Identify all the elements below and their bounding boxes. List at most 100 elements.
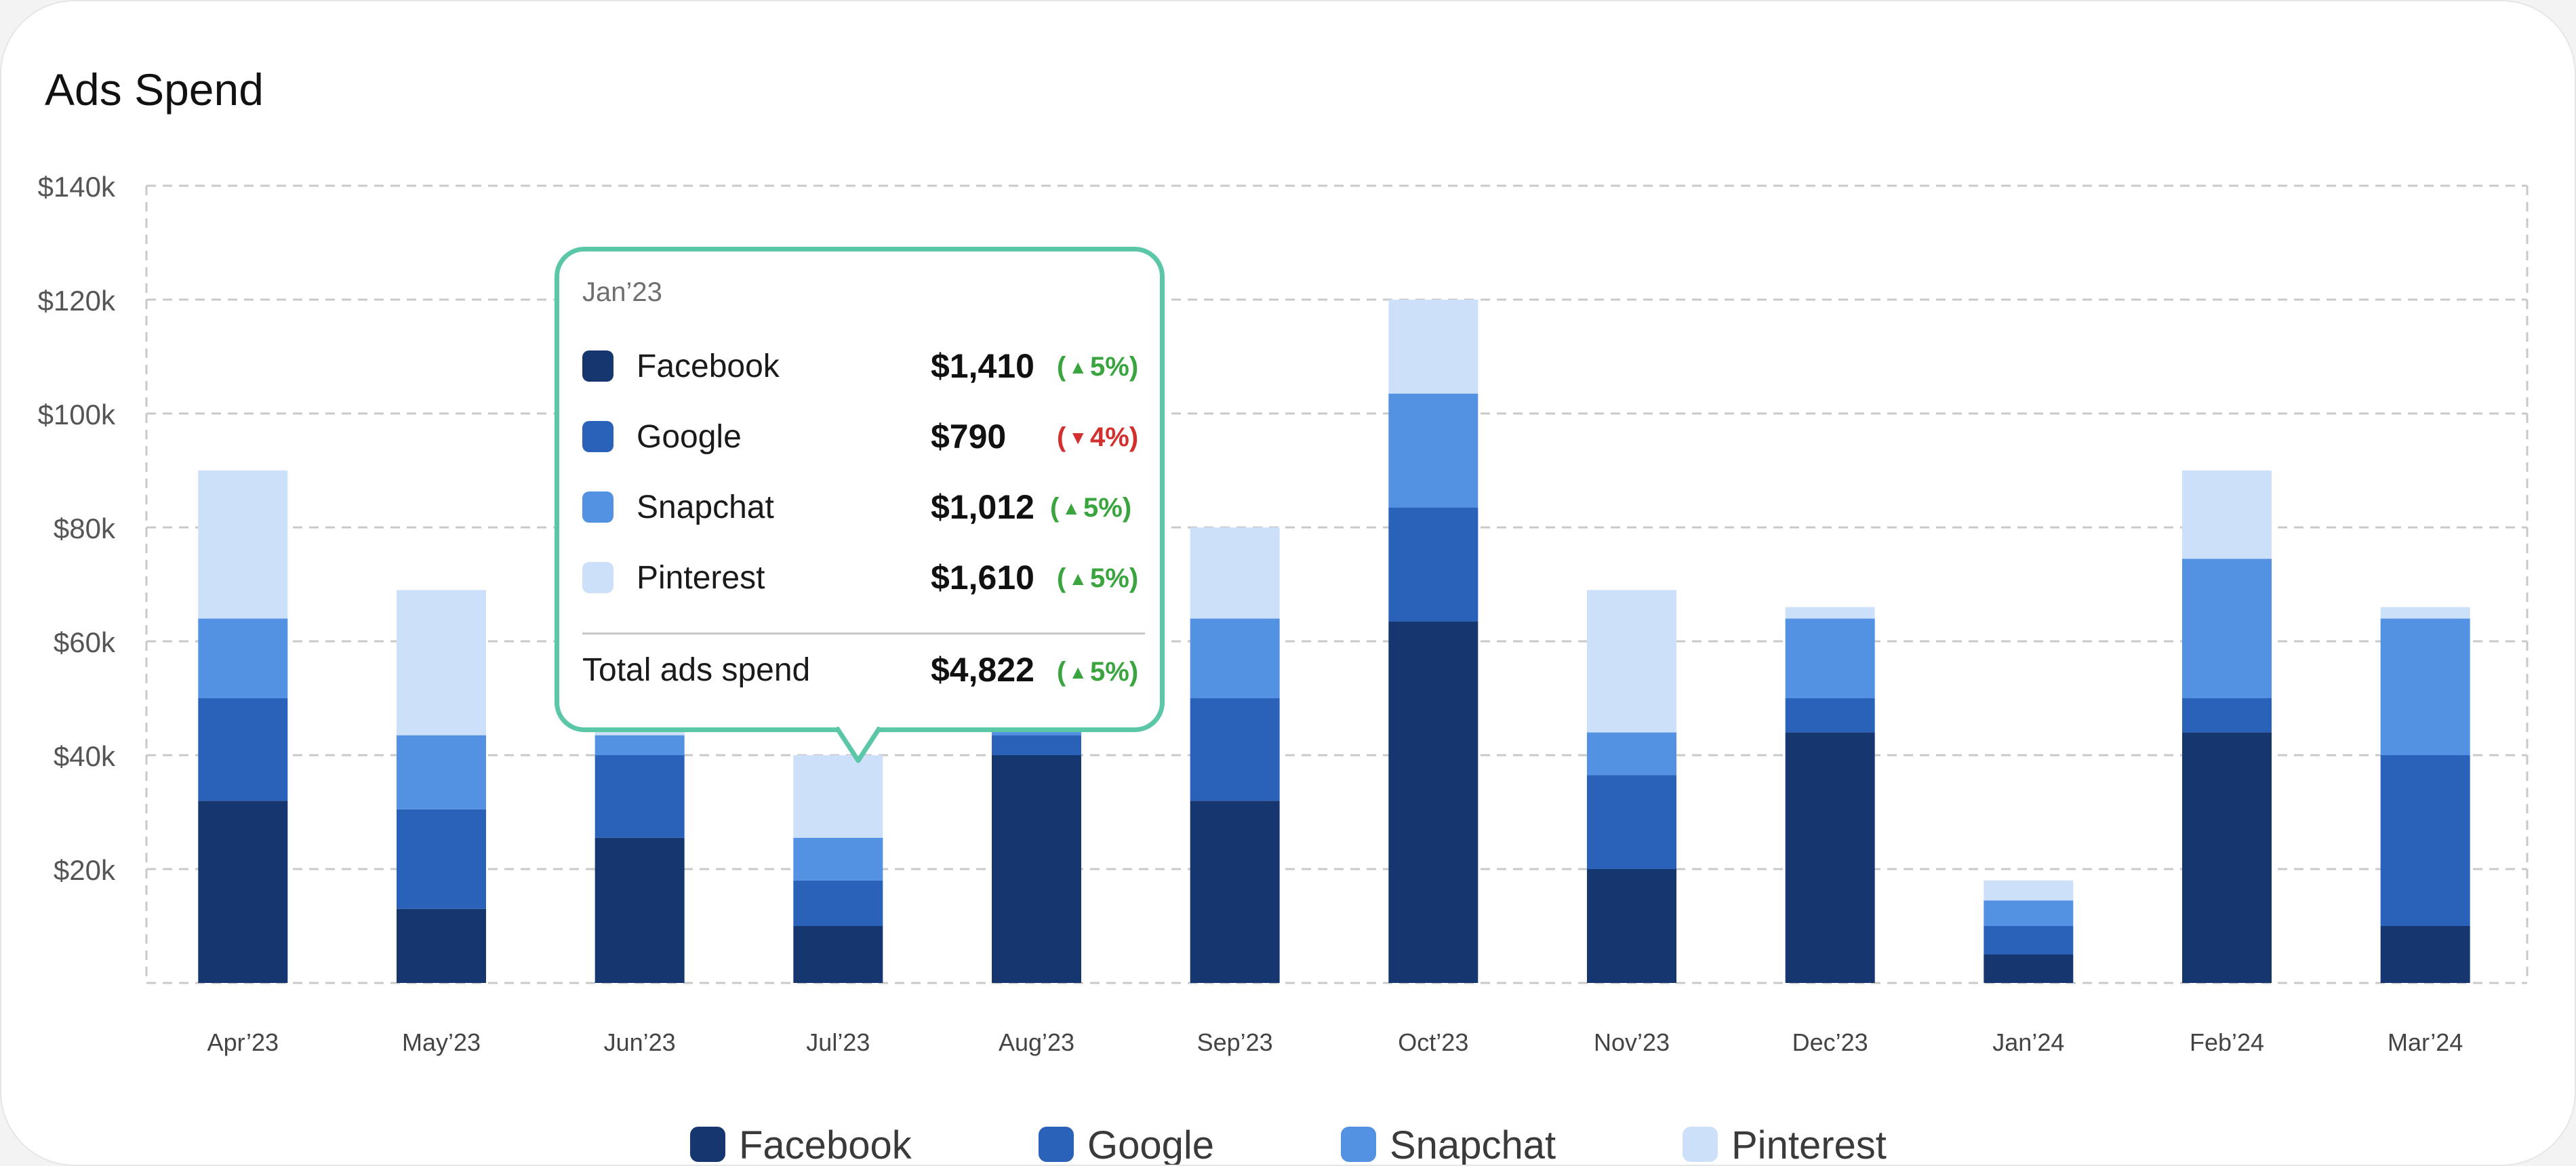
tooltip-total-value: $4,822 xyxy=(931,651,1034,689)
bar-google-7[interactable] xyxy=(1388,507,1478,622)
bar-pinterest-7[interactable] xyxy=(1388,300,1478,394)
bar-google-8[interactable] xyxy=(1587,775,1676,869)
bar-google-1[interactable] xyxy=(198,698,288,801)
bar-pinterest-4[interactable] xyxy=(793,755,883,838)
legend-label: Snapchat xyxy=(1390,1123,1556,1166)
bar-google-5[interactable] xyxy=(992,735,1081,755)
x-tick-label: Sep’23 xyxy=(1197,1028,1273,1056)
tooltip-month: Jan’23 xyxy=(582,277,662,307)
bar-google-3[interactable] xyxy=(595,755,685,838)
x-tick-label: Jun’23 xyxy=(604,1028,676,1056)
bar-snapchat-3[interactable] xyxy=(595,735,685,755)
tooltip-row-facebook: Facebook $1,410 (▲ 5%) xyxy=(582,344,1145,385)
bar-snapchat-12[interactable] xyxy=(2380,618,2470,755)
x-tick-label: Nov’23 xyxy=(1594,1028,1670,1056)
x-tick-label: Mar’24 xyxy=(2388,1028,2463,1056)
tooltip-change: (▲ 5%) xyxy=(1057,563,1139,593)
bar-snapchat-8[interactable] xyxy=(1587,732,1676,776)
y-tick-label: $80k xyxy=(54,512,116,544)
bar-facebook-4[interactable] xyxy=(793,926,883,983)
tooltip-total-change: (▲ 5%) xyxy=(1057,657,1139,687)
x-tick-label: Jul’23 xyxy=(806,1028,870,1056)
bar-pinterest-2[interactable] xyxy=(397,590,486,736)
y-tick-label: $120k xyxy=(38,285,116,317)
chart-legend: Facebook Google Snapchat Pinterest xyxy=(1,1120,2575,1166)
down-arrow-icon: ▼ xyxy=(1068,427,1088,448)
bar-facebook-10[interactable] xyxy=(1984,954,2074,983)
y-tick-label: $140k xyxy=(38,171,116,203)
bar-facebook-8[interactable] xyxy=(1587,869,1676,983)
x-tick-label: Jan’24 xyxy=(1992,1028,2064,1056)
up-arrow-icon: ▲ xyxy=(1062,498,1081,519)
bar-google-2[interactable] xyxy=(397,809,486,909)
bar-snapchat-7[interactable] xyxy=(1388,393,1478,508)
tooltip-label: Pinterest xyxy=(637,560,765,596)
x-tick-label: Oct’23 xyxy=(1398,1028,1468,1056)
bar-facebook-5[interactable] xyxy=(992,755,1081,983)
tooltip-swatch-snapchat xyxy=(582,491,613,523)
up-arrow-icon: ▲ xyxy=(1068,357,1088,378)
bar-facebook-1[interactable] xyxy=(198,801,288,983)
bar-pinterest-10[interactable] xyxy=(1984,880,2074,901)
bar-snapchat-9[interactable] xyxy=(1785,618,1875,698)
tooltip-total-label: Total ads spend xyxy=(582,652,811,688)
legend-label: Pinterest xyxy=(1731,1123,1887,1166)
legend-label: Facebook xyxy=(739,1123,912,1166)
bar-facebook-3[interactable] xyxy=(595,837,685,983)
tooltip-value: $1,610 xyxy=(931,559,1034,597)
y-tick-label: $40k xyxy=(54,740,116,772)
bar-pinterest-8[interactable] xyxy=(1587,590,1676,733)
tooltip-row-google: Google $790 (▼ 4%) xyxy=(582,414,1145,456)
bar-facebook-12[interactable] xyxy=(2380,926,2470,983)
bar-pinterest-1[interactable] xyxy=(198,470,288,619)
bar-snapchat-2[interactable] xyxy=(397,735,486,809)
legend-swatch-pinterest xyxy=(1683,1127,1718,1162)
tooltip-swatch-pinterest xyxy=(582,562,613,593)
bar-pinterest-6[interactable] xyxy=(1190,527,1280,619)
tooltip-pointer xyxy=(837,727,880,763)
x-tick-label: May’23 xyxy=(402,1028,481,1056)
tooltip-change: (▲ 5%) xyxy=(1057,352,1139,382)
tooltip-label: Snapchat xyxy=(637,489,774,525)
bar-google-11[interactable] xyxy=(2182,698,2272,733)
legend-swatch-snapchat xyxy=(1341,1127,1376,1162)
bar-google-9[interactable] xyxy=(1785,698,1875,733)
tooltip-divider xyxy=(582,632,1145,635)
bar-snapchat-11[interactable] xyxy=(2182,559,2272,698)
bar-google-12[interactable] xyxy=(2380,755,2470,926)
bar-facebook-7[interactable] xyxy=(1388,621,1478,983)
bar-google-10[interactable] xyxy=(1984,926,2074,954)
bar-pinterest-11[interactable] xyxy=(2182,470,2272,559)
bar-snapchat-10[interactable] xyxy=(1984,900,2074,926)
bar-google-6[interactable] xyxy=(1190,698,1280,801)
bar-facebook-9[interactable] xyxy=(1785,732,1875,983)
legend-swatch-facebook xyxy=(690,1127,725,1162)
up-arrow-icon: ▲ xyxy=(1068,568,1088,589)
tooltip-value: $790 xyxy=(931,418,1007,456)
bar-pinterest-12[interactable] xyxy=(2380,607,2470,619)
tooltip-label: Google xyxy=(637,419,742,455)
bar-facebook-11[interactable] xyxy=(2182,732,2272,983)
bar-pinterest-9[interactable] xyxy=(1785,607,1875,619)
x-tick-label: Feb’24 xyxy=(2190,1028,2264,1056)
x-tick-label: Aug’23 xyxy=(999,1028,1074,1056)
bar-snapchat-6[interactable] xyxy=(1190,618,1280,698)
tooltip-swatch-facebook xyxy=(582,350,613,382)
tooltip-row-snapchat: Snapchat $1,012 (▲ 5%) xyxy=(582,485,1145,526)
bar-facebook-6[interactable] xyxy=(1190,801,1280,983)
tooltip-value: $1,410 xyxy=(931,347,1034,385)
tooltip-swatch-google xyxy=(582,421,613,452)
bar-snapchat-4[interactable] xyxy=(793,837,883,881)
chart-title: Ads Spend xyxy=(45,64,264,115)
tooltip-row-pinterest: Pinterest $1,610 (▲ 5%) xyxy=(582,555,1145,597)
x-tick-label: Dec’23 xyxy=(1792,1028,1868,1056)
tooltip-change: (▲ 5%) xyxy=(1050,493,1132,523)
bar-google-4[interactable] xyxy=(793,880,883,926)
bar-facebook-2[interactable] xyxy=(397,908,486,983)
bar-snapchat-1[interactable] xyxy=(198,618,288,698)
tooltip-value: $1,012 xyxy=(931,488,1034,526)
y-tick-label: $60k xyxy=(54,626,116,658)
chart-tooltip: Jan’23 Facebook $1,410 (▲ 5%) Google $790… xyxy=(555,247,1165,732)
